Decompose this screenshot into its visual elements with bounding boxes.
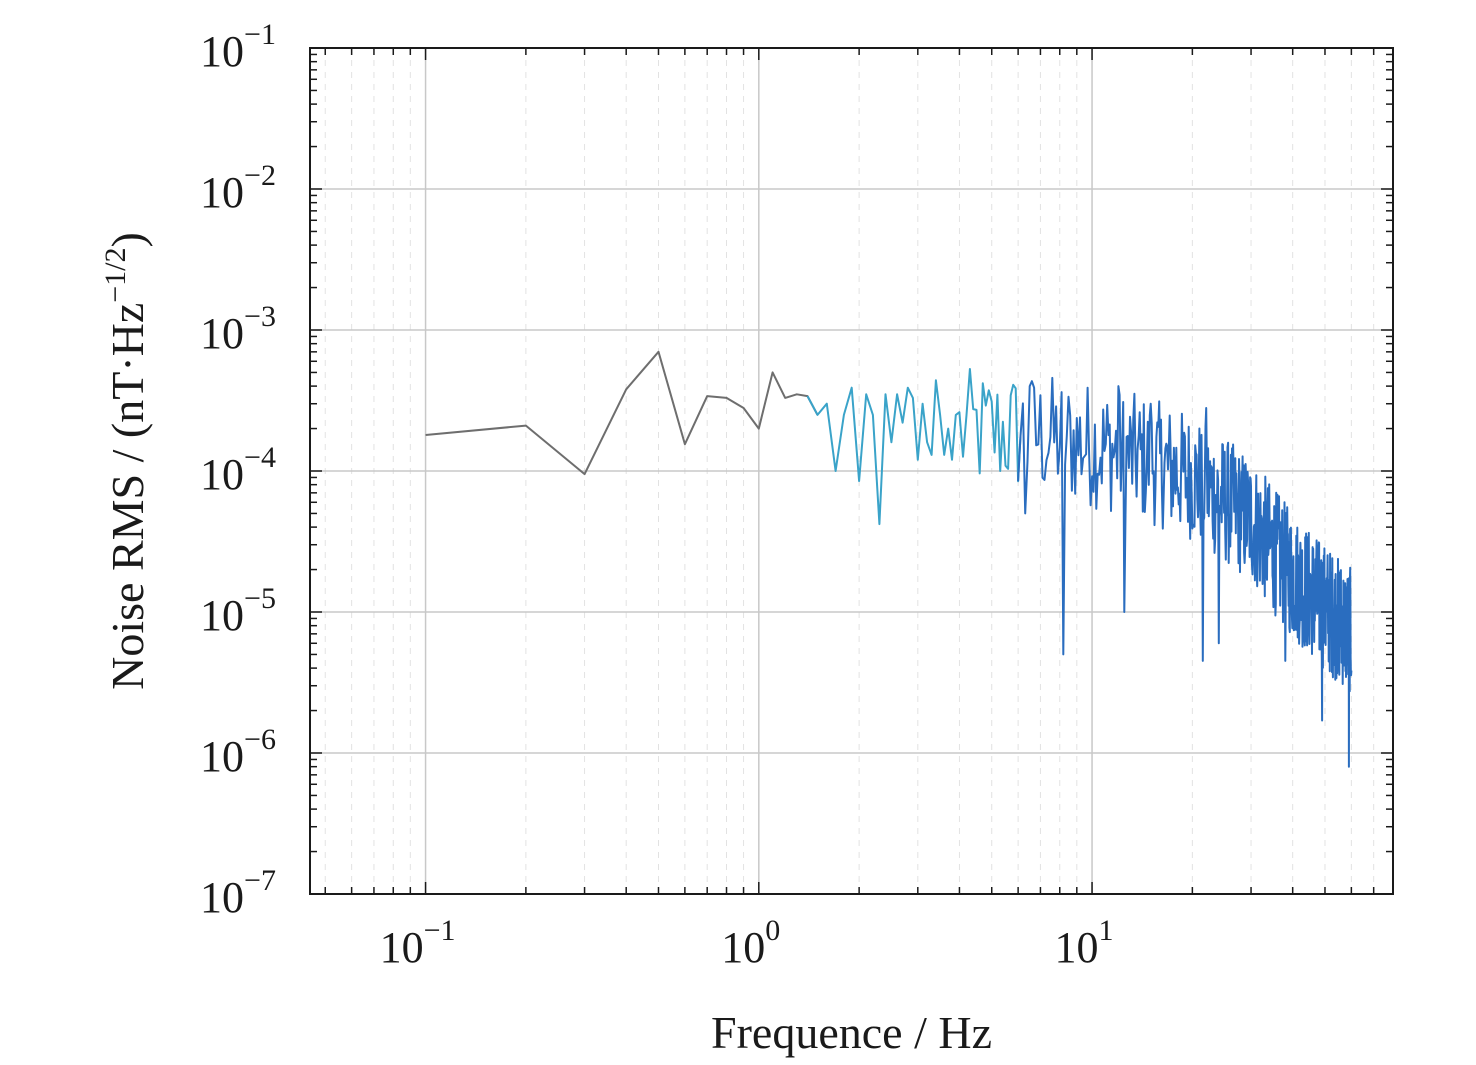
x-tick-label: 100 bbox=[721, 914, 780, 972]
y-tick-exp: −5 bbox=[244, 582, 276, 615]
y-tick-label: 10−7 bbox=[200, 864, 276, 922]
x-axis-title: Frequence / Hz bbox=[711, 1007, 992, 1058]
y-tick-base: 10 bbox=[200, 168, 244, 217]
noise-series-line bbox=[1017, 376, 1353, 768]
x-tick-label: 101 bbox=[1055, 914, 1114, 972]
x-tick-base: 10 bbox=[1055, 923, 1099, 972]
y-tick-exp: −6 bbox=[244, 723, 276, 756]
y-tick-label: 10−5 bbox=[200, 582, 276, 640]
y-tick-exp: −2 bbox=[244, 159, 276, 192]
y-tick-labels: 10−110−210−310−410−510−610−7 bbox=[200, 18, 276, 922]
y-tick-label: 10−4 bbox=[200, 441, 276, 499]
x-tick-exp: 1 bbox=[1099, 914, 1114, 947]
x-tick-base: 10 bbox=[721, 923, 765, 972]
y-tick-base: 10 bbox=[200, 27, 244, 76]
y-tick-label: 10−2 bbox=[200, 159, 276, 217]
y-tick-base: 10 bbox=[200, 309, 244, 358]
y-axis-title-sup: −1/2 bbox=[99, 247, 132, 302]
noise-series-line bbox=[425, 350, 819, 476]
x-tick-exp: 0 bbox=[765, 914, 780, 947]
noise-series-line bbox=[806, 368, 1022, 526]
y-axis-title-close: ) bbox=[102, 232, 153, 247]
y-tick-base: 10 bbox=[200, 591, 244, 640]
y-tick-label: 10−1 bbox=[200, 18, 276, 76]
y-axis-title: Noise RMS / (nT·Hz−1/2) bbox=[99, 232, 153, 690]
x-tick-exp: −1 bbox=[424, 914, 456, 947]
x-tick-labels: 10−1 100 101 bbox=[380, 914, 1114, 972]
x-axis-title-text: Frequence / Hz bbox=[711, 1007, 992, 1058]
y-tick-exp: −3 bbox=[244, 300, 276, 333]
y-axis-title-main: Noise RMS / (nT·Hz bbox=[102, 303, 153, 690]
plot-frame bbox=[309, 47, 1394, 895]
series-layer bbox=[425, 350, 1353, 768]
y-tick-exp: −7 bbox=[244, 864, 276, 897]
y-tick-base: 10 bbox=[200, 873, 244, 922]
minor-ticks bbox=[310, 48, 1393, 895]
x-tick-label: 10−1 bbox=[380, 914, 456, 972]
y-tick-exp: −4 bbox=[244, 441, 276, 474]
y-tick-base: 10 bbox=[200, 450, 244, 499]
y-tick-base: 10 bbox=[200, 732, 244, 781]
y-tick-label: 10−3 bbox=[200, 300, 276, 358]
y-tick-label: 10−6 bbox=[200, 723, 276, 781]
x-tick-base: 10 bbox=[380, 923, 424, 972]
y-tick-exp: −1 bbox=[244, 18, 276, 51]
